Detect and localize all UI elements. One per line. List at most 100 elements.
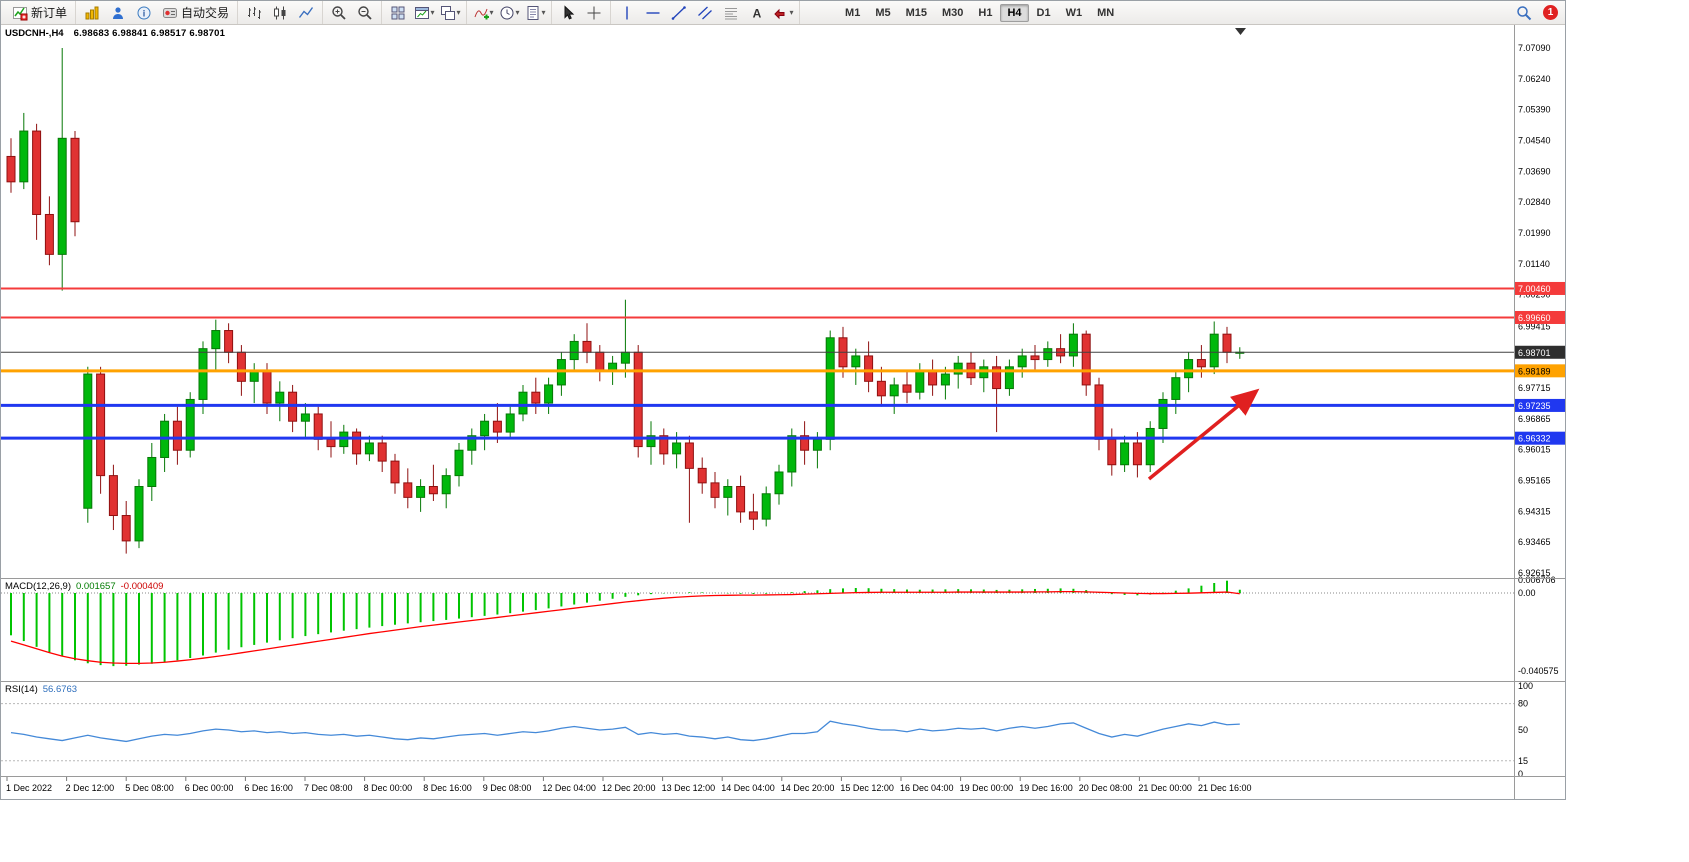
trendline-button[interactable] — [666, 2, 692, 24]
tile-windows-button[interactable] — [385, 2, 411, 24]
indicator-icon — [474, 8, 489, 19]
price-tick-label: 6.92615 — [1518, 568, 1551, 578]
price-axis[interactable]: 7.07090 7.06240 7.05390 7.04540 7.03690 7.028… — [1515, 43, 1565, 779]
zoom-in-button[interactable] — [326, 2, 352, 24]
vertical-line-button[interactable] — [614, 2, 640, 24]
candle-body — [32, 130, 42, 215]
candle-body — [262, 369, 272, 404]
zoom-out-icon — [358, 5, 372, 20]
arrows-icon — [773, 8, 785, 19]
text-button[interactable]: A — [744, 2, 770, 24]
time-label: 19 Dec 00:00 — [960, 783, 1014, 793]
timeframe-m1-button[interactable]: M1 — [845, 6, 861, 19]
time-label: 12 Dec 04:00 — [542, 783, 596, 793]
line-chart-button[interactable] — [293, 2, 319, 24]
price-badge-label: 6.99660 — [1518, 313, 1551, 323]
candle-body — [134, 485, 144, 542]
period-button[interactable]: ▾ — [496, 2, 522, 24]
price-tick-label: 6.97715 — [1518, 383, 1551, 393]
search-icon — [1517, 5, 1532, 20]
timeframe-mn-button[interactable]: MN — [1097, 6, 1115, 19]
candle-body — [44, 213, 54, 255]
new-chart-button[interactable]: ▾ — [411, 2, 437, 24]
chart-shift-marker[interactable] — [1235, 28, 1246, 35]
time-label: 8 Dec 00:00 — [364, 783, 413, 793]
trend-arrow-annotation[interactable] — [1147, 388, 1260, 481]
chart-canvas[interactable]: 7.07090 7.06240 7.05390 7.04540 7.03690 7.028… — [1, 25, 1565, 799]
chart-area[interactable]: 7.07090 7.06240 7.05390 7.04540 7.03690 7.028… — [1, 25, 1565, 799]
price-badge-label: 6.97235 — [1518, 401, 1551, 411]
candle-body — [659, 435, 669, 455]
candle-body — [390, 460, 400, 484]
autotrade-icon — [163, 7, 178, 18]
price-tick-label: 6.93465 — [1518, 537, 1551, 547]
timeframe-h4-button[interactable]: H4 — [1000, 3, 1029, 22]
cursor-button[interactable] — [555, 2, 581, 24]
data-window-button[interactable]: i — [131, 2, 157, 24]
horizontal-line-button[interactable] — [640, 2, 666, 24]
time-axis[interactable]: 1 Dec 2022 2 Dec 12:00 5 Dec 08:00 6 Dec 00… — [6, 777, 1252, 793]
candle-body — [697, 467, 707, 484]
price-tick-label: 7.02840 — [1518, 197, 1551, 207]
candle-body — [403, 482, 413, 498]
autotrading-button[interactable]: 自动交易 — [157, 2, 234, 24]
arrows-button[interactable]: ▾ — [770, 2, 796, 24]
price-badge — [1515, 310, 1565, 324]
timeframe-m5-button[interactable]: M5 — [875, 6, 891, 19]
time-label: 8 Dec 16:00 — [423, 783, 472, 793]
candle-body — [224, 330, 234, 353]
toolbar-group-zoom — [323, 1, 383, 24]
candle-body — [57, 137, 67, 255]
template-button[interactable]: ▾ — [522, 2, 548, 24]
candle-body — [851, 355, 861, 368]
price-badge — [1515, 281, 1565, 295]
notification-badge[interactable]: 1 — [1543, 5, 1558, 20]
candle-body — [1068, 333, 1078, 357]
time-label: 14 Dec 04:00 — [721, 783, 775, 793]
zoom-out-button[interactable] — [352, 2, 378, 24]
dropdown-caret-icon: ▾ — [430, 8, 435, 17]
new-order-button[interactable]: 新订单 — [7, 2, 72, 24]
toolbar-group-chart-type — [238, 1, 324, 24]
charts-button[interactable] — [79, 2, 105, 24]
rsi-line — [10, 720, 1240, 743]
candle-body — [441, 475, 451, 495]
crosshair-button[interactable] — [581, 2, 607, 24]
line-icon — [298, 6, 314, 18]
price-badge-label: 6.96332 — [1518, 434, 1551, 444]
candle-body — [864, 355, 874, 382]
candle-body — [736, 485, 746, 513]
rsi-tick-label: 50 — [1518, 725, 1528, 735]
timeframe-m15-button[interactable]: M15 — [905, 6, 927, 19]
candlestick-chart-button[interactable] — [267, 2, 293, 24]
dropdown-caret-icon: ▾ — [789, 8, 794, 17]
text-icon: A — [753, 6, 762, 20]
toolbar-group-panels: i 自动交易 — [76, 1, 239, 24]
fibonacci-button[interactable] — [718, 2, 744, 24]
rsi-pane[interactable] — [1, 703, 1514, 762]
main-price-pane[interactable] — [1, 28, 1514, 554]
candle-body — [595, 351, 605, 371]
candle-body — [876, 380, 886, 397]
toolbar: 新订单 i 自动交易 ▾ ▾ ▾ ▾ ▾ A ▾ M1 M5 M15 M30 H1 H4 D1 W1 MN 1 — [1, 1, 1565, 25]
time-label: 7 Dec 08:00 — [304, 783, 353, 793]
timeframe-d1-button[interactable]: D1 — [1036, 6, 1051, 19]
candle-body — [940, 373, 950, 386]
profiles-list-button[interactable]: ▾ — [437, 2, 463, 24]
profiles-button[interactable] — [105, 2, 131, 24]
timeframe-h1-button[interactable]: H1 — [978, 6, 993, 19]
candle-body — [723, 485, 733, 498]
candle-body — [1171, 377, 1181, 400]
search-button[interactable] — [1511, 2, 1537, 24]
timeframe-w1-button[interactable]: W1 — [1065, 6, 1083, 19]
bar-chart-button[interactable] — [241, 2, 267, 24]
channel-button[interactable] — [692, 2, 718, 24]
add-indicator-button[interactable]: ▾ — [470, 2, 496, 24]
candle-body — [377, 442, 387, 462]
timeframe-m30-button[interactable]: M30 — [942, 6, 964, 19]
candle-body — [1184, 359, 1194, 379]
timeframe-toolbar: M1 M5 M15 M30 H1 H4 D1 W1 MN — [838, 3, 1121, 22]
macd-pane[interactable] — [1, 580, 1514, 667]
cursor-icon — [564, 4, 575, 20]
candle-body — [147, 456, 157, 487]
